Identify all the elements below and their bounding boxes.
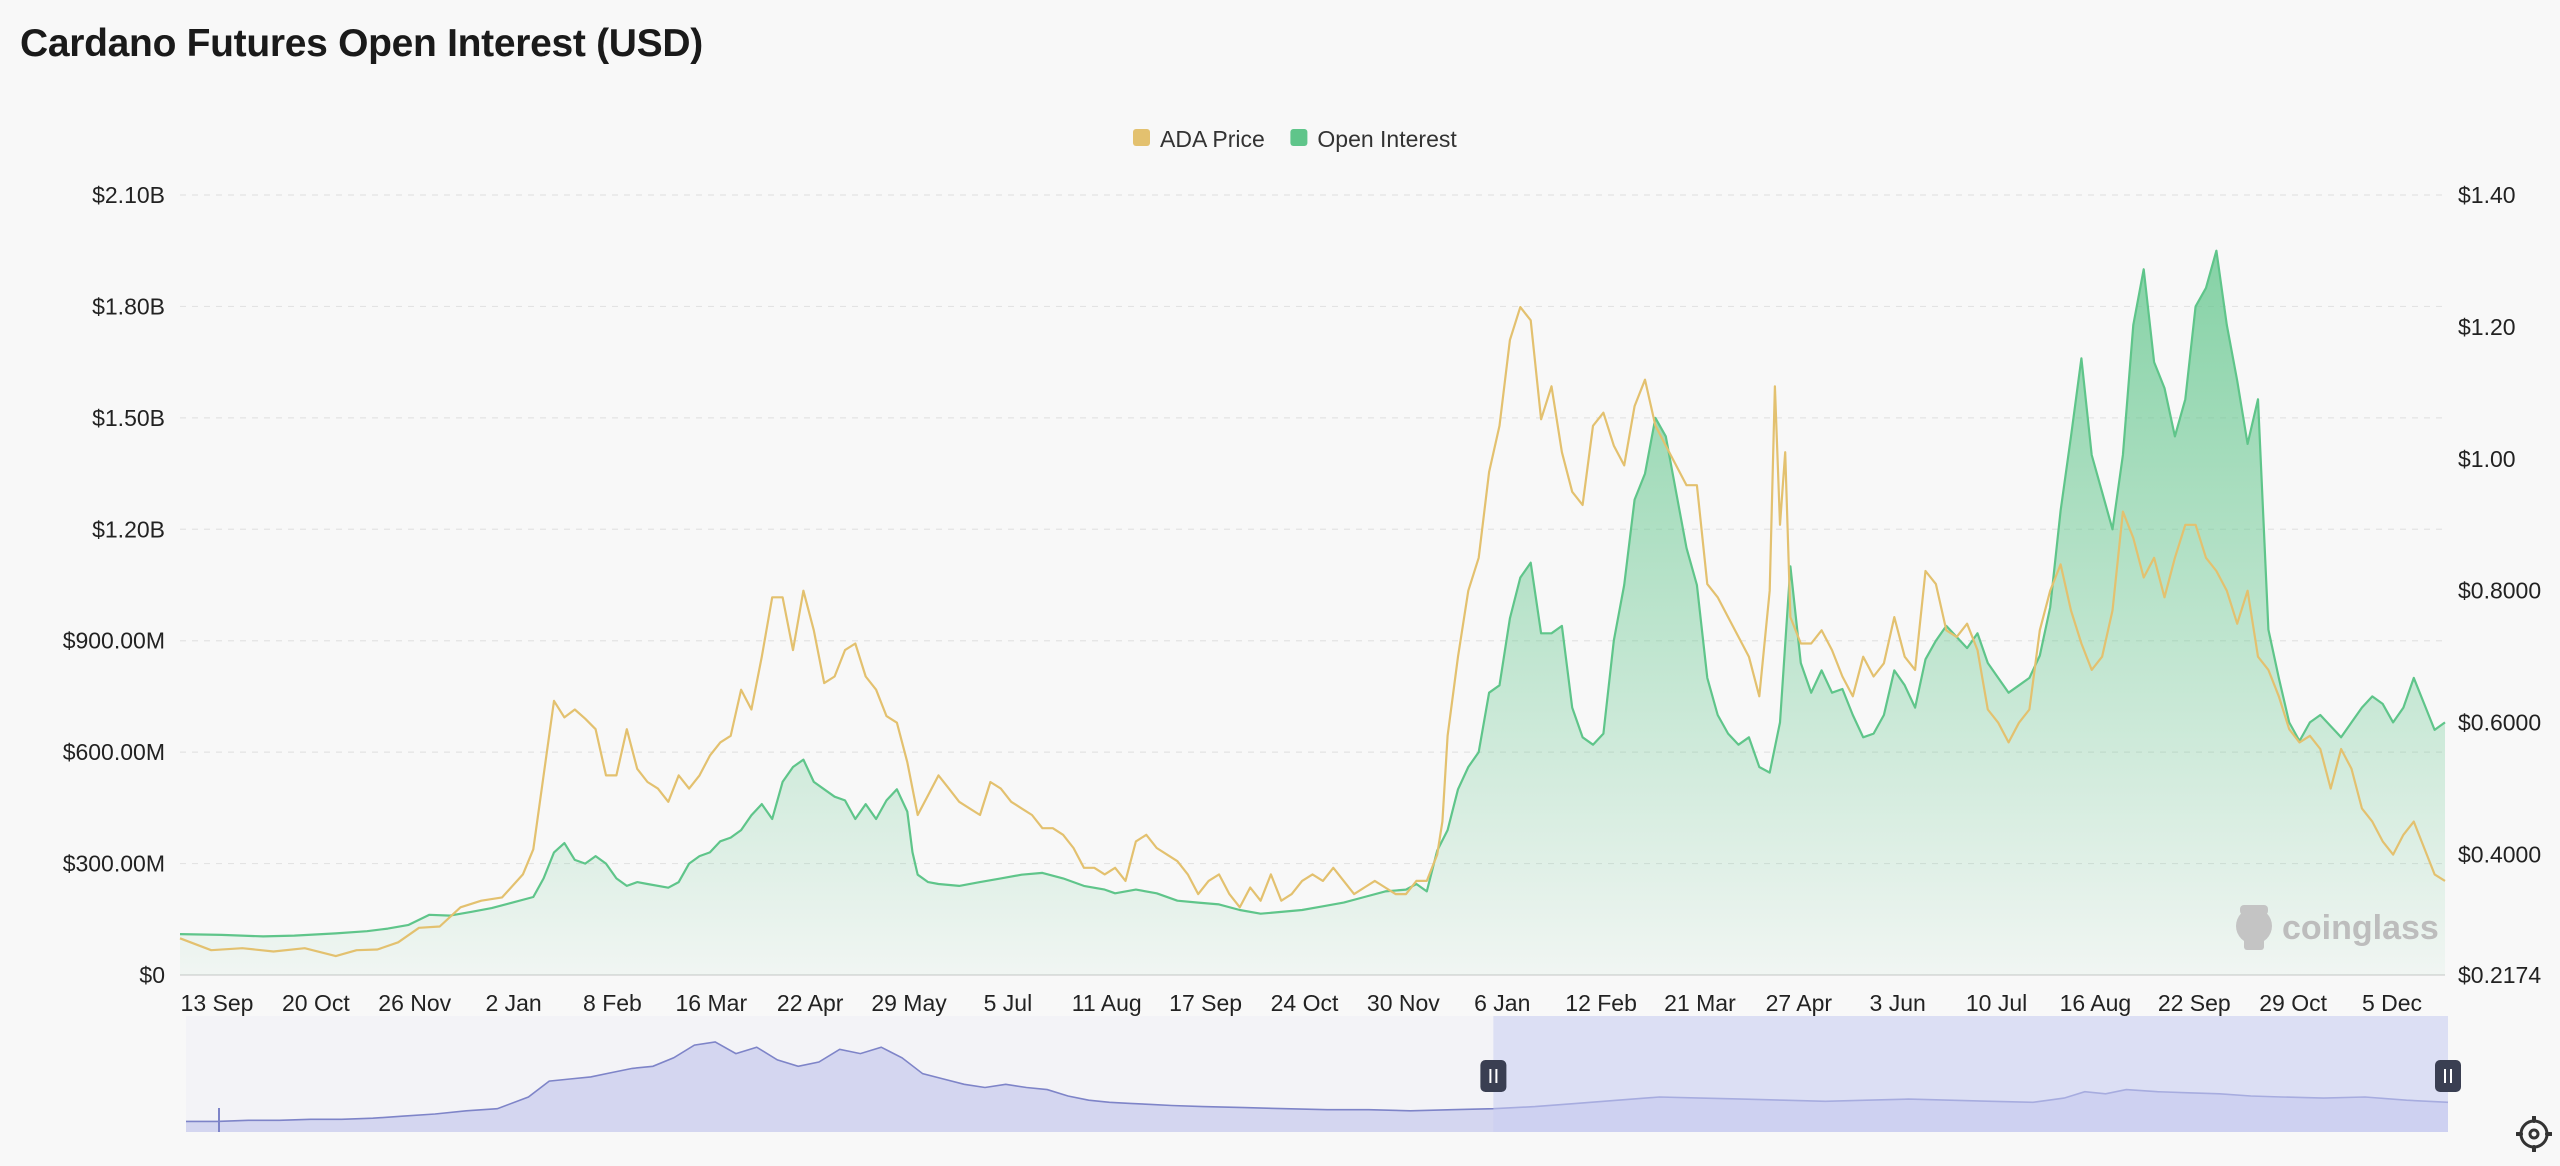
x-tick-label: 5 Dec bbox=[2362, 990, 2422, 1016]
x-tick-label: 27 Apr bbox=[1766, 990, 1833, 1016]
right-y-axis: $0.2174 $0.4000 $0.6000 $0.8000 $1.00 $1.20 $1… bbox=[2458, 182, 2541, 988]
x-tick-label: 24 Oct bbox=[1271, 990, 1339, 1016]
open-interest-line bbox=[179, 249, 2446, 938]
navigator-left-handle[interactable] bbox=[1480, 1060, 1507, 1092]
x-tick-label: 11 Aug bbox=[1072, 990, 1142, 1016]
x-tick-label: 20 Oct bbox=[282, 990, 350, 1016]
pause-handle-icon bbox=[2444, 1069, 2452, 1083]
legend-item-ada-price[interactable]: ADA Price bbox=[1133, 126, 1265, 152]
right-y-tick-label: $1.20 bbox=[2458, 314, 2516, 340]
legend-swatch bbox=[1133, 129, 1150, 146]
x-tick-label: 21 Mar bbox=[1664, 990, 1736, 1016]
right-y-tick-label: $0.2174 bbox=[2458, 962, 2541, 988]
right-y-tick-label: $1.40 bbox=[2458, 182, 2516, 208]
settings-gear-icon[interactable] bbox=[2515, 1115, 2553, 1153]
x-tick-label: 10 Jul bbox=[1966, 990, 2027, 1016]
x-tick-label: 13 Sep bbox=[181, 990, 254, 1016]
legend-label: ADA Price bbox=[1160, 126, 1265, 152]
left-y-tick-label: $2.10B bbox=[92, 182, 165, 208]
x-tick-label: 22 Apr bbox=[777, 990, 844, 1016]
x-tick-label: 29 Oct bbox=[2259, 990, 2327, 1016]
navigator-right-handle[interactable] bbox=[2435, 1060, 2461, 1092]
x-tick-label: 12 Feb bbox=[1565, 990, 1637, 1016]
right-y-tick-label: $0.4000 bbox=[2458, 842, 2541, 868]
right-y-tick-label: $1.00 bbox=[2458, 446, 2516, 472]
legend-swatch bbox=[1290, 129, 1308, 146]
left-y-tick-label: $1.80B bbox=[92, 293, 165, 319]
left-y-tick-label: $600.00M bbox=[63, 739, 165, 765]
x-tick-label: 16 Aug bbox=[2060, 990, 2132, 1016]
range-navigator[interactable] bbox=[186, 1016, 2461, 1132]
chart-title: Cardano Futures Open Interest (USD) bbox=[20, 22, 703, 65]
left-y-tick-label: $1.20B bbox=[92, 516, 165, 542]
x-tick-label: 5 Jul bbox=[984, 990, 1033, 1016]
watermark: coinglass bbox=[2236, 905, 2439, 950]
legend-item-open-interest[interactable]: Open Interest bbox=[1290, 126, 1457, 152]
left-y-axis: $0 $300.00M $600.00M $900.00M $1.20B $1.50B $1… bbox=[63, 182, 165, 988]
left-y-tick-label: $900.00M bbox=[63, 628, 165, 654]
x-tick-label: 8 Feb bbox=[583, 990, 642, 1016]
x-tick-label: 6 Jan bbox=[1474, 990, 1530, 1016]
open-interest-area bbox=[180, 250, 2445, 975]
pause-handle-icon bbox=[1489, 1069, 1498, 1083]
legend-label: Open Interest bbox=[1317, 126, 1457, 152]
x-tick-label: 16 Mar bbox=[676, 990, 748, 1016]
x-tick-label: 3 Jun bbox=[1870, 990, 1926, 1016]
ada-price-line bbox=[179, 306, 2446, 958]
series-layer bbox=[179, 249, 2446, 975]
left-y-tick-label: $300.00M bbox=[63, 851, 165, 877]
left-y-tick-label: $0 bbox=[139, 962, 165, 988]
coinglass-logo-icon bbox=[2236, 905, 2272, 950]
left-y-tick-label: $1.50B bbox=[92, 405, 165, 431]
x-tick-label: 30 Nov bbox=[1367, 990, 1440, 1016]
watermark-text: coinglass bbox=[2282, 909, 2439, 947]
right-y-tick-label: $0.8000 bbox=[2458, 578, 2541, 604]
x-axis: 13 Sep 20 Oct 26 Nov 2 Jan 8 Feb 16 Mar 22 Apr… bbox=[181, 990, 2423, 1016]
x-tick-label: 17 Sep bbox=[1169, 990, 1242, 1016]
legend: ADA Price Open Interest bbox=[1133, 126, 1457, 152]
x-tick-label: 26 Nov bbox=[378, 990, 451, 1016]
gear-icon bbox=[2515, 1115, 2553, 1153]
x-tick-label: 2 Jan bbox=[485, 990, 541, 1016]
right-y-tick-label: $0.6000 bbox=[2458, 710, 2541, 736]
navigator-selection[interactable] bbox=[1493, 1016, 2448, 1132]
x-tick-label: 22 Sep bbox=[2158, 990, 2231, 1016]
x-tick-label: 29 May bbox=[871, 990, 947, 1016]
